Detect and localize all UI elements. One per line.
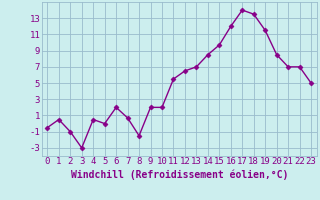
X-axis label: Windchill (Refroidissement éolien,°C): Windchill (Refroidissement éolien,°C) (70, 169, 288, 180)
